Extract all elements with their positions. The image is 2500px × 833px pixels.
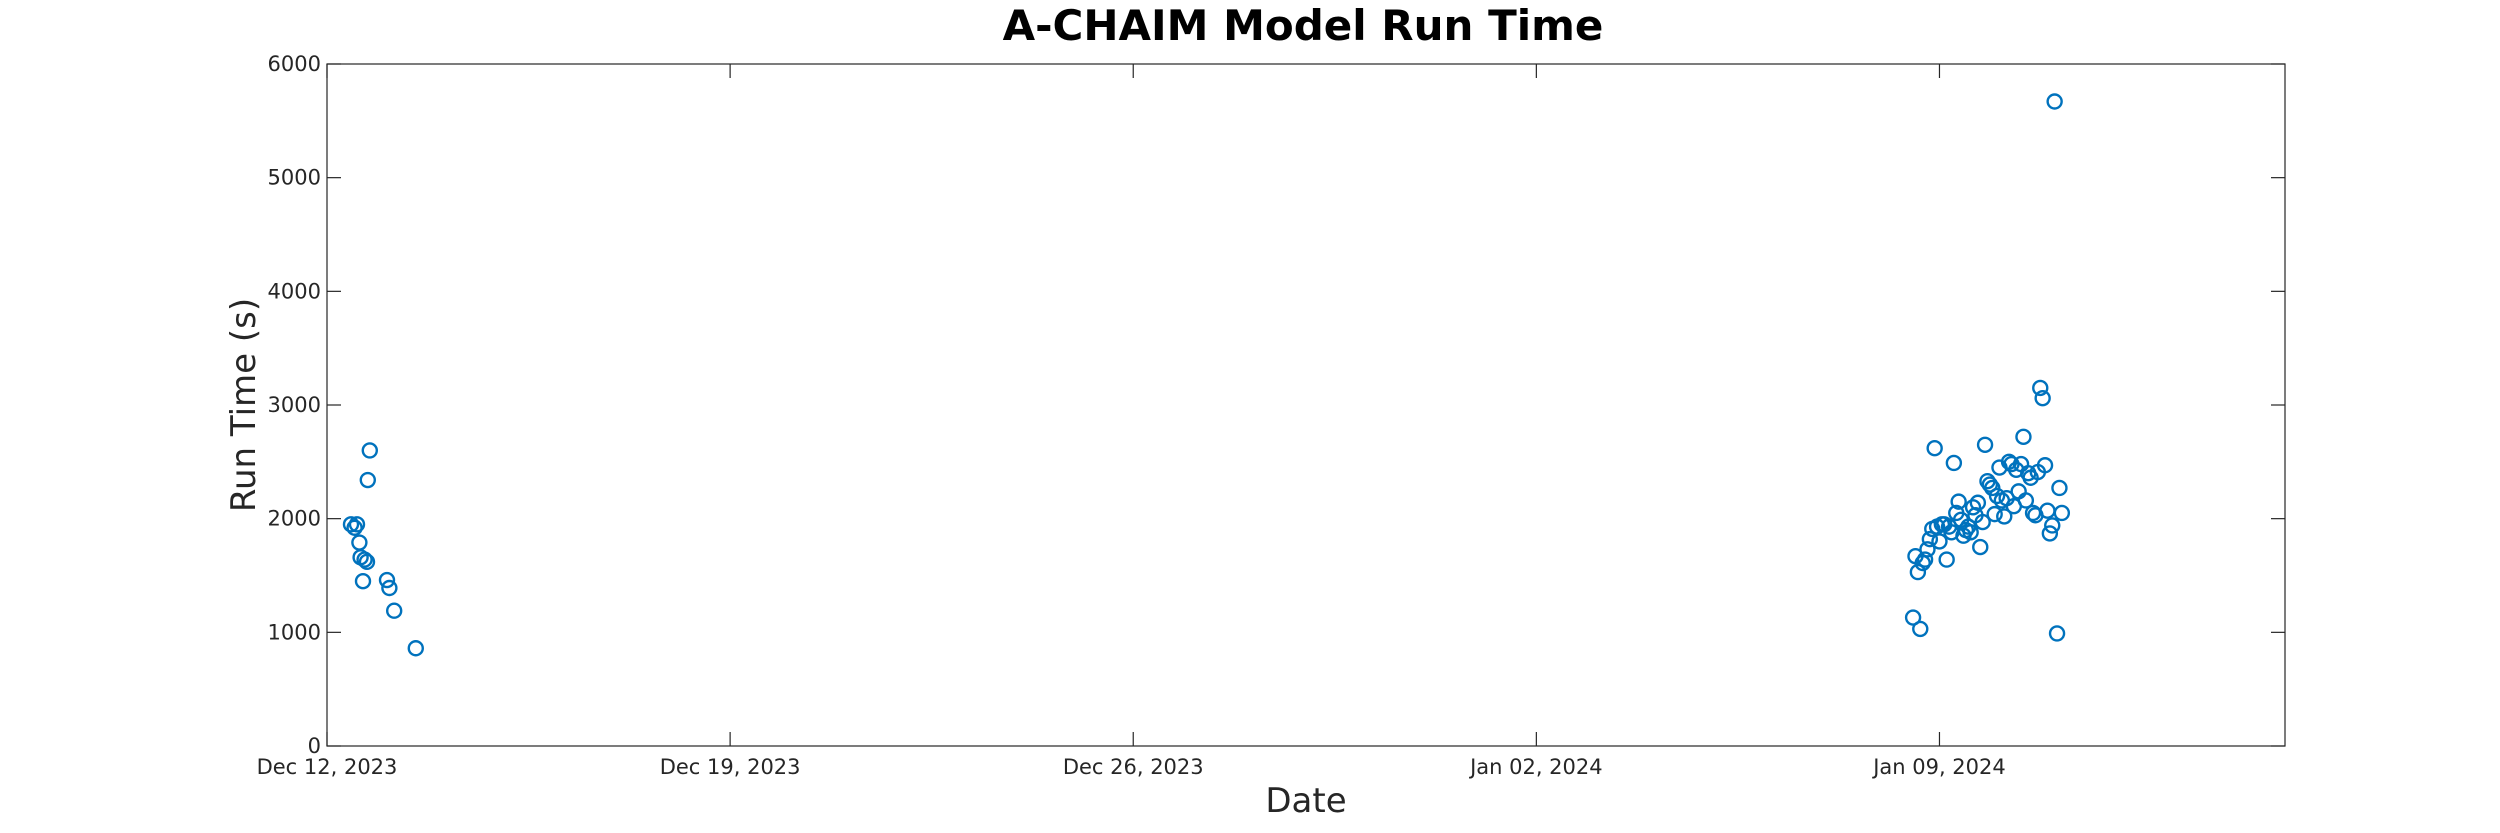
- data-point: [1996, 508, 2013, 525]
- plot-frame: [326, 63, 2286, 747]
- data-point: [2032, 379, 2049, 397]
- data-point: [1926, 439, 1943, 457]
- data-point: [1972, 538, 1989, 556]
- data-point: [2015, 428, 2032, 446]
- y-tick-label: 3000: [268, 393, 321, 417]
- y-tick-label: 0: [308, 734, 321, 758]
- data-point: [1931, 533, 1948, 550]
- data-point: [2053, 504, 2071, 522]
- data-point: [2034, 389, 2051, 407]
- data-point: [2010, 483, 2027, 500]
- x-axis-label: Date: [1265, 781, 1346, 821]
- x-tick-label: Jan 09, 2024: [1871, 755, 2006, 779]
- data-point: [407, 640, 424, 657]
- data-point: [1962, 524, 1979, 541]
- data-point: [1919, 541, 1936, 558]
- x-tick-label: Dec 12, 2023: [257, 755, 398, 779]
- data-point: [358, 553, 376, 571]
- data-point: [1921, 530, 1939, 548]
- data-point: [1974, 513, 1991, 531]
- data-point: [2046, 93, 2063, 110]
- data-points: [342, 93, 2071, 657]
- y-tick-label: 6000: [268, 52, 321, 76]
- data-point: [2044, 517, 2061, 534]
- data-point: [2051, 479, 2068, 497]
- data-point: [2036, 457, 2054, 474]
- x-ticks: Dec 12, 2023 Dec 19, 2023 Dec 26, 2023 Jan …: [257, 64, 2006, 779]
- data-point: [381, 579, 398, 597]
- chart-title: A-CHAIM Model Run Time: [1003, 1, 1604, 50]
- data-point: [2041, 525, 2059, 542]
- data-point: [1912, 620, 1929, 638]
- y-tick-label: 1000: [268, 620, 321, 644]
- data-point: [1938, 551, 1955, 568]
- data-point: [2048, 625, 2066, 642]
- data-point: [351, 534, 368, 551]
- data-point: [356, 551, 373, 568]
- data-point: [1969, 494, 1987, 511]
- data-point: [1904, 609, 1922, 626]
- x-tick-label: Dec 26, 2023: [1063, 755, 1204, 779]
- data-point: [1988, 487, 2006, 505]
- data-point: [346, 519, 363, 536]
- x-tick-label: Jan 02, 2024: [1468, 755, 1603, 779]
- data-point: [354, 572, 372, 590]
- data-point: [385, 602, 403, 619]
- data-point: [342, 516, 360, 533]
- data-point: [1916, 551, 1934, 568]
- data-point: [361, 442, 378, 459]
- data-point: [1984, 479, 2001, 497]
- y-tick-label: 2000: [268, 507, 321, 531]
- y-tick-label: 5000: [268, 166, 321, 190]
- data-point: [1964, 499, 1982, 516]
- data-point: [348, 516, 366, 533]
- y-tick-label: 4000: [268, 279, 321, 303]
- data-point: [359, 471, 376, 489]
- data-point: [1976, 436, 1994, 453]
- data-point: [1945, 454, 1963, 472]
- data-point: [1986, 505, 2003, 523]
- data-point: [1950, 493, 1967, 510]
- y-axis-label: Run Time (s): [224, 298, 264, 512]
- data-point: [1909, 563, 1927, 581]
- data-point: [2017, 492, 2035, 509]
- x-tick-label: Dec 19, 2023: [660, 755, 801, 779]
- y-ticks: 0 1000 2000 3000 4000 5000 6000: [268, 52, 2285, 758]
- data-point: [378, 571, 396, 589]
- data-point: [1981, 476, 1999, 493]
- data-point: [2039, 502, 2056, 519]
